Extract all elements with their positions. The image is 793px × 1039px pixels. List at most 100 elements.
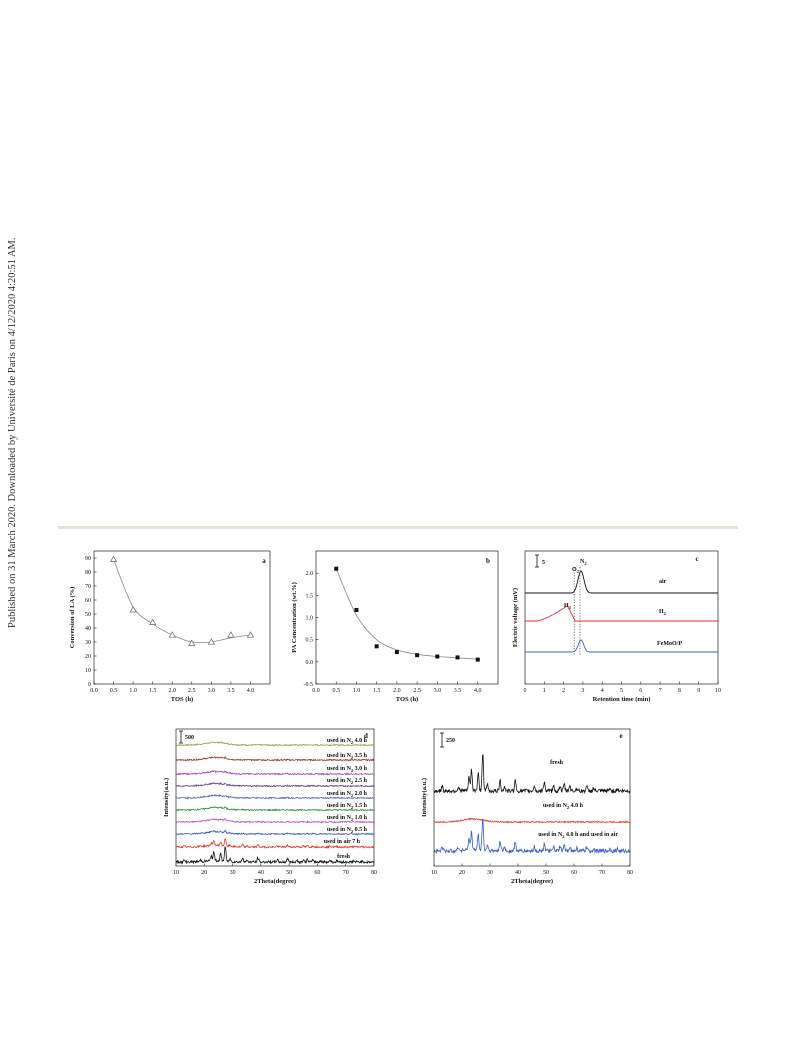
- x-tick-label: 70: [599, 870, 605, 876]
- data-point: [415, 653, 420, 658]
- x-tick-label: 3.5: [454, 688, 462, 694]
- data-point: [109, 555, 118, 562]
- y-tick-label: 0.0: [306, 660, 314, 666]
- gc-trace-2: [525, 639, 718, 653]
- x-tick-label: 3.0: [208, 688, 216, 694]
- data-point: [246, 631, 255, 638]
- series-label-3: used in N2 2.5 h: [327, 778, 368, 785]
- y-tick-label: 0: [88, 682, 91, 688]
- series-label-0: fresh: [550, 760, 564, 766]
- series-label-2: used in N2 3.0 h: [327, 766, 368, 773]
- series-label-2: used in N2 4.0 h and used in air: [538, 832, 618, 839]
- y-tick-label: 1.5: [306, 593, 314, 599]
- chart-panel-a: 0.0 0.5 1.0 1.5 2.0 2.5 3.0 3.5 4.0 0 10 20 30 40 50 60…: [69, 550, 271, 703]
- x-tick-label: 7: [659, 688, 662, 694]
- data-point: [334, 566, 339, 571]
- scale-bar-label: 250: [446, 738, 455, 744]
- x-tick-label: 40: [515, 870, 521, 876]
- y-tick-label: 40: [85, 626, 91, 632]
- peak-label-h2: H2: [564, 603, 572, 610]
- sidebar-citation: Published on 31 March 2020. Downloaded b…: [7, 237, 18, 628]
- y-tick-label: 20: [85, 654, 91, 660]
- x-tick-label: 1.5: [373, 688, 381, 694]
- x-tick-label: 30: [230, 870, 236, 876]
- x-axis-label: TOS (h): [171, 696, 193, 703]
- series-label-9: fresh: [337, 854, 351, 860]
- x-tick-label: 4.0: [247, 688, 255, 694]
- xrd-trace-7: [175, 829, 375, 836]
- chart-panel-d: 10 20 30 40 50 60 70 80 2Theta(degree) Intensity(…: [163, 728, 377, 885]
- series-label-8: used in air 7 h: [324, 839, 361, 845]
- x-tick-label: 1.5: [149, 688, 157, 694]
- panel-letter: c: [695, 555, 698, 563]
- series-label-h2: H2: [659, 609, 667, 616]
- fit-curve: [113, 559, 251, 644]
- chart-panel-b: 0.0 0.5 1.0 1.5 2.0 2.5 3.0 3.5 4.0-0.50.00.51.0…: [291, 550, 499, 703]
- xrd-trace-4: [175, 793, 375, 800]
- x-tick-label: 20: [459, 870, 465, 876]
- plot-frame: [524, 550, 719, 685]
- data-point: [475, 657, 480, 662]
- series-label-5: used in N2 1.5 h: [327, 803, 368, 810]
- y-axis-label: Electric voltage (mV): [512, 588, 519, 647]
- x-tick-label: 80: [371, 870, 377, 876]
- x-tick-label: 3: [581, 688, 584, 694]
- series-label-femoop: FeMoO/P: [657, 641, 682, 647]
- plot-frame: [433, 728, 631, 867]
- series-label-1: used in N2 3.5 h: [327, 753, 368, 760]
- x-axis-label: Retention time (min): [593, 696, 651, 703]
- series-label-4: used in N2 2.0 h: [327, 791, 368, 798]
- y-axis-label: Intensity(a.u.): [163, 778, 170, 817]
- x-tick-label: 2.0: [168, 688, 176, 694]
- x-tick-label: 30: [487, 870, 493, 876]
- data-point: [207, 638, 215, 645]
- x-tick-label: 1.0: [353, 688, 361, 694]
- xrd-trace-1: [175, 756, 375, 762]
- x-tick-label: 10: [173, 870, 179, 876]
- panel-letter: a: [262, 557, 266, 565]
- y-tick-label: 60: [85, 598, 91, 604]
- x-tick-label: 2.5: [413, 688, 421, 694]
- scale-bar-label: 500: [185, 735, 194, 741]
- xrd-trace-9: [175, 846, 375, 865]
- x-tick-label: 3.0: [434, 688, 442, 694]
- xrd-trace-2: [175, 770, 375, 776]
- divider-rule: [58, 526, 738, 529]
- series-label-6: used in N2 1.0 h: [327, 815, 368, 822]
- x-tick-label: 10: [431, 870, 437, 876]
- y-axis-label: PA Concentration (wt.%): [291, 582, 298, 652]
- fit-curve: [335, 568, 478, 660]
- sidebar-citation-text: Published on 31 March 2020. Downloaded b…: [7, 237, 18, 628]
- y-tick-label: -0.5: [304, 682, 314, 688]
- x-tick-label: 60: [314, 870, 320, 876]
- gc-trace-1: [525, 605, 718, 622]
- y-tick-label: 30: [85, 640, 91, 646]
- x-tick-label: 10: [715, 688, 721, 694]
- gc-trace-0: [525, 570, 718, 594]
- x-tick-label: 5: [620, 688, 623, 694]
- x-tick-label: 0.5: [332, 688, 340, 694]
- x-tick-label: 50: [286, 870, 292, 876]
- data-point: [435, 654, 440, 659]
- y-tick-label: 90: [85, 556, 91, 562]
- x-tick-label: 60: [571, 870, 577, 876]
- x-tick-label: 70: [343, 870, 349, 876]
- data-point: [129, 606, 137, 613]
- data-point: [149, 618, 157, 625]
- x-tick-label: 0: [524, 688, 527, 694]
- chart-panel-e: 10 20 30 40 50 60 70 80 2Theta(degree) Intensity(…: [421, 728, 633, 885]
- xrd-trace-1: [433, 817, 631, 824]
- data-point: [168, 631, 176, 638]
- x-tick-label: 2: [562, 688, 565, 694]
- x-tick-label: 20: [201, 870, 207, 876]
- data-point: [227, 631, 235, 638]
- data-point: [354, 607, 359, 612]
- series-label-1: used in N2 4.0 h: [543, 803, 584, 810]
- series-label-7: used in N2 0.5 h: [327, 827, 368, 834]
- x-tick-label: 2.5: [188, 688, 196, 694]
- xrd-trace-2: [433, 819, 631, 855]
- x-axis-label: 2Theta(degree): [511, 878, 553, 885]
- data-point: [374, 644, 379, 649]
- x-tick-label: 0.0: [90, 688, 98, 694]
- xrd-trace-5: [175, 805, 375, 812]
